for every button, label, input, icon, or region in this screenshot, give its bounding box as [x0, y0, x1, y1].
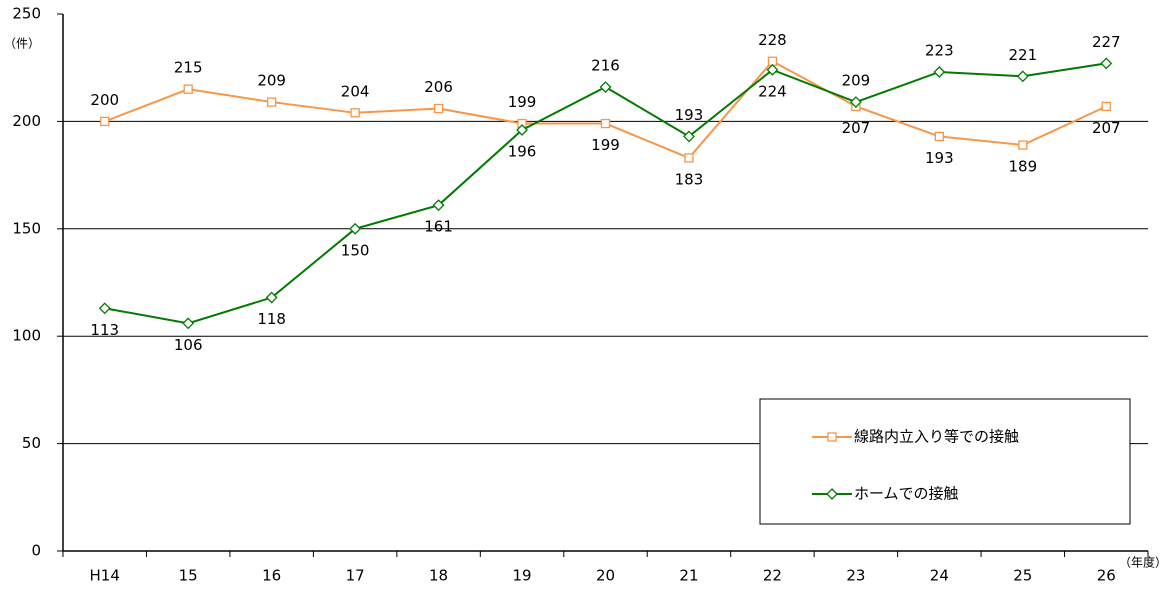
data-label: 207 [1092, 119, 1121, 137]
point [1016, 70, 1029, 83]
point [827, 432, 837, 442]
x-tick-label: 21 [679, 567, 698, 585]
point [1100, 57, 1113, 70]
y-axis-unit: （件） [4, 37, 40, 51]
data-label: 113 [90, 321, 119, 339]
point [98, 302, 111, 315]
legend-label: 線路内立入り等での接触 [854, 428, 1019, 446]
data-label: 118 [257, 310, 286, 328]
point [267, 97, 277, 107]
data-label: 224 [758, 82, 787, 100]
point [826, 488, 838, 500]
data-label: 228 [758, 31, 787, 49]
data-label: 183 [675, 170, 704, 188]
data-label: 221 [1008, 46, 1037, 64]
x-tick-label: 26 [1097, 567, 1116, 585]
data-label: 161 [424, 218, 453, 236]
x-tick-label: 20 [596, 567, 615, 585]
y-tick-label: 150 [12, 219, 41, 237]
point [1018, 140, 1028, 150]
x-tick-label: 17 [346, 567, 365, 585]
point [433, 103, 444, 114]
data-label: 193 [925, 149, 954, 167]
data-label: 215 [174, 59, 203, 77]
point [516, 124, 528, 136]
data-label: 206 [424, 78, 453, 96]
y-tick-label: 50 [22, 434, 41, 452]
data-label: 200 [90, 91, 119, 109]
legend-box [759, 398, 1131, 525]
data-label: 209 [257, 72, 286, 90]
x-tick-label: 15 [179, 567, 198, 585]
x-tick-label: 25 [1013, 567, 1032, 585]
point [182, 317, 195, 330]
x-tick-label: 18 [429, 567, 448, 585]
series: 113 106 118 150 161 196 216 193 224 209 223 221 227 [90, 33, 1120, 354]
x-tick-label: H14 [90, 567, 120, 585]
y-tick-label: 0 [31, 542, 41, 560]
point [599, 81, 612, 93]
y-tick-label: 250 [12, 5, 41, 23]
point [934, 131, 944, 142]
data-label: 199 [591, 136, 620, 154]
data-label: 106 [174, 336, 203, 354]
x-tick-label: 16 [262, 567, 281, 585]
y-tick-label: 200 [12, 112, 41, 130]
point [265, 291, 278, 304]
point [183, 84, 193, 94]
data-label: 209 [842, 72, 871, 90]
point [683, 130, 695, 143]
point [1101, 101, 1111, 112]
x-tick-label: 24 [930, 567, 949, 585]
point [684, 153, 694, 163]
x-tick-label: 23 [846, 567, 865, 585]
data-label: 150 [341, 241, 370, 259]
x-tick-label: 22 [763, 567, 782, 585]
data-label: 223 [925, 41, 954, 59]
data-label: 189 [1008, 158, 1037, 176]
point [933, 66, 946, 78]
point [600, 118, 611, 129]
point [350, 108, 360, 118]
data-label: 216 [591, 57, 620, 75]
x-axis-unit: （年度） [1119, 555, 1167, 570]
point [432, 199, 445, 212]
data-label: 199 [508, 93, 537, 111]
x-tick-label: 19 [512, 567, 531, 585]
data-label: 227 [1092, 33, 1121, 51]
data-label: 204 [341, 82, 370, 100]
point [766, 63, 779, 76]
data-label: 207 [842, 119, 871, 137]
point [349, 222, 362, 235]
y-tick-label: 100 [12, 327, 41, 345]
data-label: 196 [508, 142, 537, 160]
point [100, 116, 110, 127]
data-label: 193 [675, 106, 704, 124]
point [849, 96, 862, 108]
legend-label: ホームでの接触 [854, 485, 959, 503]
